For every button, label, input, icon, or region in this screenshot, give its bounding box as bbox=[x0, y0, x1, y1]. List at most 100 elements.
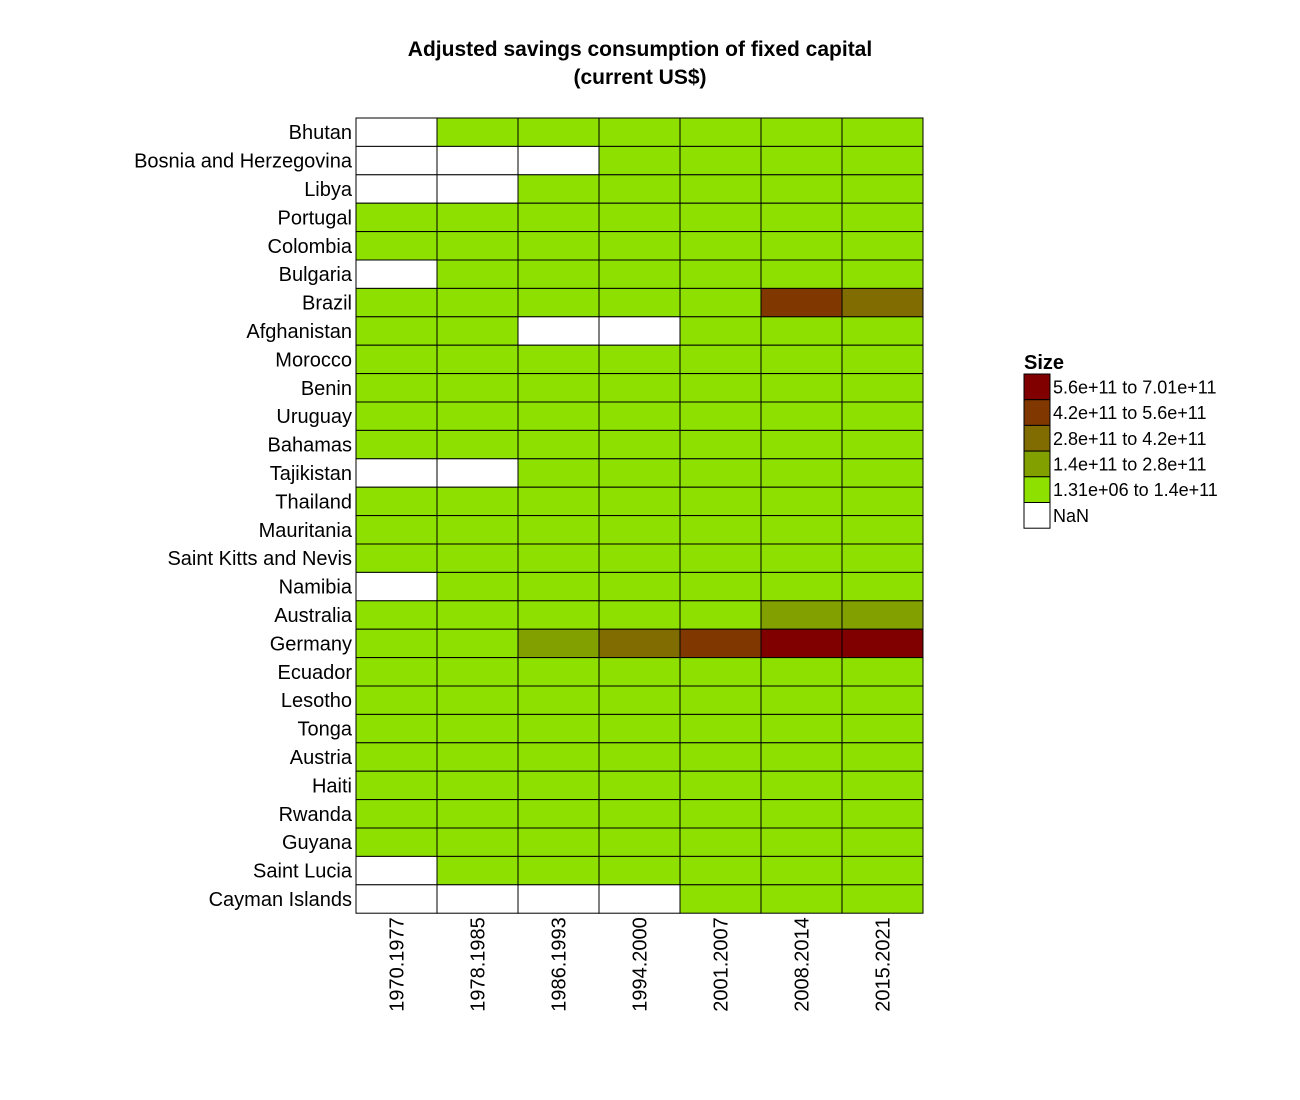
heatmap-cell bbox=[355, 373, 438, 403]
heatmap-cell bbox=[436, 770, 519, 801]
heatmap-cell bbox=[355, 742, 438, 772]
heatmap-cell bbox=[679, 458, 762, 488]
heatmap-cell bbox=[598, 486, 681, 517]
row-label: Benin bbox=[301, 378, 352, 400]
legend-swatch bbox=[1023, 476, 1051, 503]
heatmap-cell bbox=[679, 287, 762, 318]
heatmap-cell bbox=[760, 174, 843, 204]
legend-swatch bbox=[1023, 373, 1051, 401]
heatmap-cell bbox=[517, 628, 600, 659]
heatmap-cell bbox=[355, 401, 438, 431]
heatmap-cell bbox=[760, 685, 843, 715]
legend-label: 1.31e+06 to 1.4e+11 bbox=[1053, 480, 1218, 500]
heatmap-cell bbox=[355, 117, 438, 147]
heatmap-cell bbox=[517, 657, 600, 687]
row-label: Bhutan bbox=[289, 122, 352, 144]
heatmap-cell bbox=[679, 117, 762, 147]
heatmap-cell bbox=[679, 259, 762, 289]
heatmap-cell bbox=[355, 174, 438, 204]
legend-title: Size bbox=[1024, 352, 1064, 374]
heatmap-cell bbox=[760, 202, 843, 233]
heatmap-cell bbox=[598, 429, 681, 460]
heatmap-cell bbox=[355, 202, 438, 233]
heatmap-cell bbox=[598, 373, 681, 403]
row-label: Cayman Islands bbox=[209, 889, 352, 911]
legend-swatch bbox=[1023, 424, 1051, 452]
heatmap-cell bbox=[841, 770, 924, 801]
heatmap-cell bbox=[355, 571, 438, 602]
heatmap-cell bbox=[679, 316, 762, 346]
heatmap-cell bbox=[598, 344, 681, 375]
heatmap-cell bbox=[517, 713, 600, 744]
row-label: Rwanda bbox=[279, 804, 353, 826]
heatmap-cell bbox=[841, 429, 924, 460]
heatmap-cell bbox=[517, 174, 600, 204]
heatmap-cell bbox=[598, 713, 681, 744]
heatmap-cell bbox=[841, 628, 924, 659]
heatmap-cell bbox=[760, 145, 843, 176]
heatmap-cell bbox=[598, 231, 681, 261]
heatmap-cell bbox=[598, 287, 681, 318]
row-label: Bulgaria bbox=[279, 264, 353, 286]
heatmap-cell bbox=[517, 458, 600, 488]
heatmap-cell bbox=[760, 657, 843, 687]
heatmap-cell bbox=[436, 713, 519, 744]
heatmap-cell bbox=[760, 571, 843, 602]
heatmap-cell bbox=[679, 543, 762, 573]
heatmap-cell bbox=[760, 515, 843, 545]
heatmap-cell bbox=[679, 799, 762, 829]
heatmap-cell bbox=[679, 571, 762, 602]
heatmap-cell bbox=[841, 117, 924, 147]
heatmap-cell bbox=[517, 287, 600, 318]
heatmap-cell bbox=[679, 486, 762, 517]
heatmap-cell bbox=[598, 401, 681, 431]
heatmap-cell bbox=[598, 628, 681, 659]
heatmap-cell bbox=[841, 685, 924, 715]
heatmap-cell bbox=[679, 770, 762, 801]
heatmap-cell bbox=[355, 231, 438, 261]
heatmap-cell bbox=[355, 458, 438, 488]
heatmap-cell bbox=[598, 117, 681, 147]
heatmap-cell bbox=[355, 515, 438, 545]
row-label: Colombia bbox=[268, 236, 353, 258]
heatmap-cell bbox=[598, 685, 681, 715]
heatmap-cell bbox=[436, 543, 519, 573]
heatmap-cell bbox=[355, 145, 438, 176]
heatmap-cell bbox=[679, 429, 762, 460]
heatmap-cell bbox=[355, 827, 438, 857]
row-label: Mauritania bbox=[259, 520, 353, 542]
heatmap-cell bbox=[517, 600, 600, 630]
heatmap-cell bbox=[760, 884, 843, 914]
heatmap-cell bbox=[436, 287, 519, 318]
heatmap-cell bbox=[679, 713, 762, 744]
heatmap-cell bbox=[598, 515, 681, 545]
heatmap-cell bbox=[760, 742, 843, 772]
heatmap-cell bbox=[436, 742, 519, 772]
column-label: 2001.2007 bbox=[711, 917, 733, 1012]
row-label: Portugal bbox=[278, 207, 353, 229]
heatmap-cell bbox=[841, 855, 924, 886]
column-labels: 1970.1977 1978.1985 1986.1993 1994.2000 2001… bbox=[387, 917, 895, 1012]
heatmap-cell bbox=[517, 259, 600, 289]
heatmap-cell bbox=[760, 344, 843, 375]
heatmap-cell bbox=[436, 259, 519, 289]
heatmap-cell bbox=[598, 657, 681, 687]
legend-label: 1.4e+11 to 2.8e+11 bbox=[1053, 454, 1206, 474]
heatmap-cell bbox=[598, 742, 681, 772]
heatmap-cell bbox=[598, 458, 681, 488]
heatmap-cell bbox=[841, 713, 924, 744]
heatmap-cell bbox=[598, 202, 681, 233]
heatmap-cell bbox=[355, 486, 438, 517]
legend-label: 4.2e+11 to 5.6e+11 bbox=[1053, 403, 1206, 423]
heatmap-cell bbox=[760, 316, 843, 346]
heatmap-cell bbox=[436, 600, 519, 630]
legend-label: 2.8e+11 to 4.2e+11 bbox=[1053, 429, 1206, 449]
heatmap-cell bbox=[679, 515, 762, 545]
heatmap-cell bbox=[436, 429, 519, 460]
heatmap-cell bbox=[679, 742, 762, 772]
heatmap-cell bbox=[598, 571, 681, 602]
heatmap-cell bbox=[760, 401, 843, 431]
heatmap-cell bbox=[355, 770, 438, 801]
heatmap-cell bbox=[841, 515, 924, 545]
row-labels: Bhutan Bosnia and Herzegovina Libya Portuga… bbox=[134, 122, 353, 911]
